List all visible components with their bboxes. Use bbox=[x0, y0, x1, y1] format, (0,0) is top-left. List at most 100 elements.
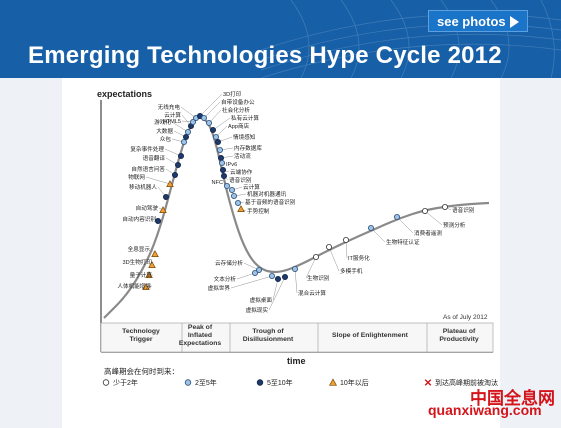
page-title: Emerging Technologies Hype Cycle 2012 bbox=[28, 42, 502, 69]
see-photos-button[interactable]: see photos bbox=[428, 10, 528, 32]
technology-label: 文本分析 bbox=[214, 275, 237, 283]
technology-marker bbox=[171, 171, 178, 178]
y-axis-label: expectations bbox=[97, 89, 152, 99]
leader-line bbox=[145, 176, 171, 185]
technology-marker bbox=[251, 269, 258, 276]
technology-label: 复杂事件处理 bbox=[130, 145, 164, 153]
legend-label: 10年以后 bbox=[340, 378, 369, 387]
technology-marker bbox=[217, 154, 224, 161]
technology-marker bbox=[441, 203, 448, 210]
technology-marker bbox=[180, 138, 187, 145]
leader-line bbox=[396, 216, 414, 234]
technology-label: 私有云计算 bbox=[231, 114, 259, 122]
technology-marker bbox=[421, 207, 428, 214]
technology-marker bbox=[223, 182, 230, 189]
technology-label: 大数据 bbox=[156, 127, 173, 135]
technology-marker bbox=[162, 193, 169, 200]
leader-line bbox=[305, 256, 317, 279]
leader-line bbox=[268, 276, 286, 311]
technology-marker bbox=[256, 379, 264, 386]
phase-label: Technology Trigger bbox=[122, 328, 160, 343]
legend-title: 高峰期会在何时到来： bbox=[104, 366, 179, 376]
see-photos-label: see photos bbox=[437, 14, 506, 29]
technology-label: 内存数据库 bbox=[234, 144, 262, 152]
technology-label: IPv6 bbox=[226, 162, 237, 168]
technology-label: 移动机器人 bbox=[129, 183, 157, 191]
technology-markers bbox=[142, 113, 448, 290]
technology-label: 生物识别 bbox=[307, 274, 330, 282]
technology-label: 语音识别 bbox=[229, 176, 252, 184]
phase-band bbox=[100, 322, 494, 353]
phase-label: Plateau of Productivity bbox=[439, 328, 478, 343]
technology-label: 云计算 bbox=[164, 111, 181, 119]
technology-label: 量子计算 bbox=[130, 271, 153, 279]
technology-marker bbox=[102, 379, 110, 386]
technology-marker bbox=[220, 172, 227, 179]
watermark-cn: 中国全息网 bbox=[470, 389, 555, 409]
legend-label: 2至5年 bbox=[195, 378, 217, 387]
leader-line bbox=[328, 246, 340, 272]
leader-line bbox=[424, 210, 443, 226]
technology-label: 全息显示 bbox=[128, 245, 151, 253]
leader-line bbox=[272, 278, 279, 301]
leader-line bbox=[294, 268, 298, 294]
technology-marker bbox=[268, 272, 275, 279]
technology-label: 3D打印 bbox=[223, 90, 242, 98]
technology-marker bbox=[182, 133, 189, 140]
technology-marker bbox=[205, 120, 212, 127]
leader-line bbox=[370, 227, 386, 243]
header-band: see photos Emerging Technologies Hype Cy… bbox=[0, 0, 561, 78]
technology-label: 自带设备办公 bbox=[221, 98, 255, 106]
technology-marker bbox=[159, 206, 167, 213]
technology-marker bbox=[234, 199, 241, 206]
technology-label: 云端协作 bbox=[230, 168, 253, 176]
technology-marker bbox=[154, 217, 161, 224]
technology-marker bbox=[281, 273, 288, 280]
leader-line bbox=[230, 275, 273, 289]
technology-marker bbox=[329, 378, 337, 386]
technology-marker bbox=[237, 205, 245, 212]
x-axis-label: time bbox=[287, 356, 306, 366]
header-wireframe-decoration bbox=[261, 0, 561, 78]
technology-label: 多模手机 bbox=[340, 267, 363, 275]
technology-marker bbox=[230, 192, 237, 199]
play-icon bbox=[510, 16, 519, 28]
technology-label: 社会化分析 bbox=[222, 106, 250, 114]
technology-marker bbox=[424, 379, 432, 386]
phase-label: Trough of Disillusionment bbox=[243, 328, 294, 343]
technology-label: 云计算 bbox=[243, 183, 260, 191]
legend-label: 5至10年 bbox=[267, 378, 293, 387]
technology-label: 自动内容识别 bbox=[122, 215, 156, 223]
legend-label: 少于2年 bbox=[113, 378, 138, 387]
phase-label: Peak of Inflated Expectations bbox=[179, 324, 222, 347]
technology-marker bbox=[142, 283, 150, 290]
phase-labels: Technology Trigger Peak of Inflated Expectat… bbox=[122, 324, 479, 347]
technology-label: 无线充电 bbox=[158, 103, 181, 111]
technology-label: 自然语言问答 bbox=[131, 165, 165, 173]
technology-marker bbox=[367, 224, 374, 231]
technology-label: 语音翻译 bbox=[143, 154, 166, 162]
leader-line bbox=[171, 121, 189, 133]
technology-label: 情境感知 bbox=[233, 133, 256, 141]
technology-label: 3D生物打印 bbox=[122, 258, 152, 266]
technology-label: IT服务化 bbox=[348, 254, 370, 262]
legend-label: 到达高峰期前被淘汰 bbox=[435, 378, 498, 387]
technology-marker bbox=[342, 236, 349, 243]
legend: 少于2年 2至5年 5至10年 10年以后 到达高峰期前被淘汰 bbox=[102, 378, 498, 387]
technology-label: 基于音频的语音识别 bbox=[245, 198, 296, 206]
technology-marker bbox=[148, 261, 156, 268]
technology-marker bbox=[218, 159, 225, 166]
technology-marker bbox=[166, 180, 174, 187]
leader-line bbox=[212, 117, 231, 131]
technology-label: 云存储分析 bbox=[215, 259, 243, 267]
technology-label: 活动流 bbox=[234, 152, 251, 160]
phase-dividers bbox=[181, 323, 428, 352]
watermark-url: quanxiwang.com bbox=[428, 402, 542, 418]
technology-label: 游戏化 bbox=[154, 118, 171, 126]
technology-marker bbox=[174, 161, 181, 168]
technology-marker bbox=[216, 146, 223, 153]
technology-label: App商店 bbox=[228, 122, 250, 130]
chart-panel bbox=[62, 78, 500, 428]
technology-marker bbox=[274, 275, 281, 282]
